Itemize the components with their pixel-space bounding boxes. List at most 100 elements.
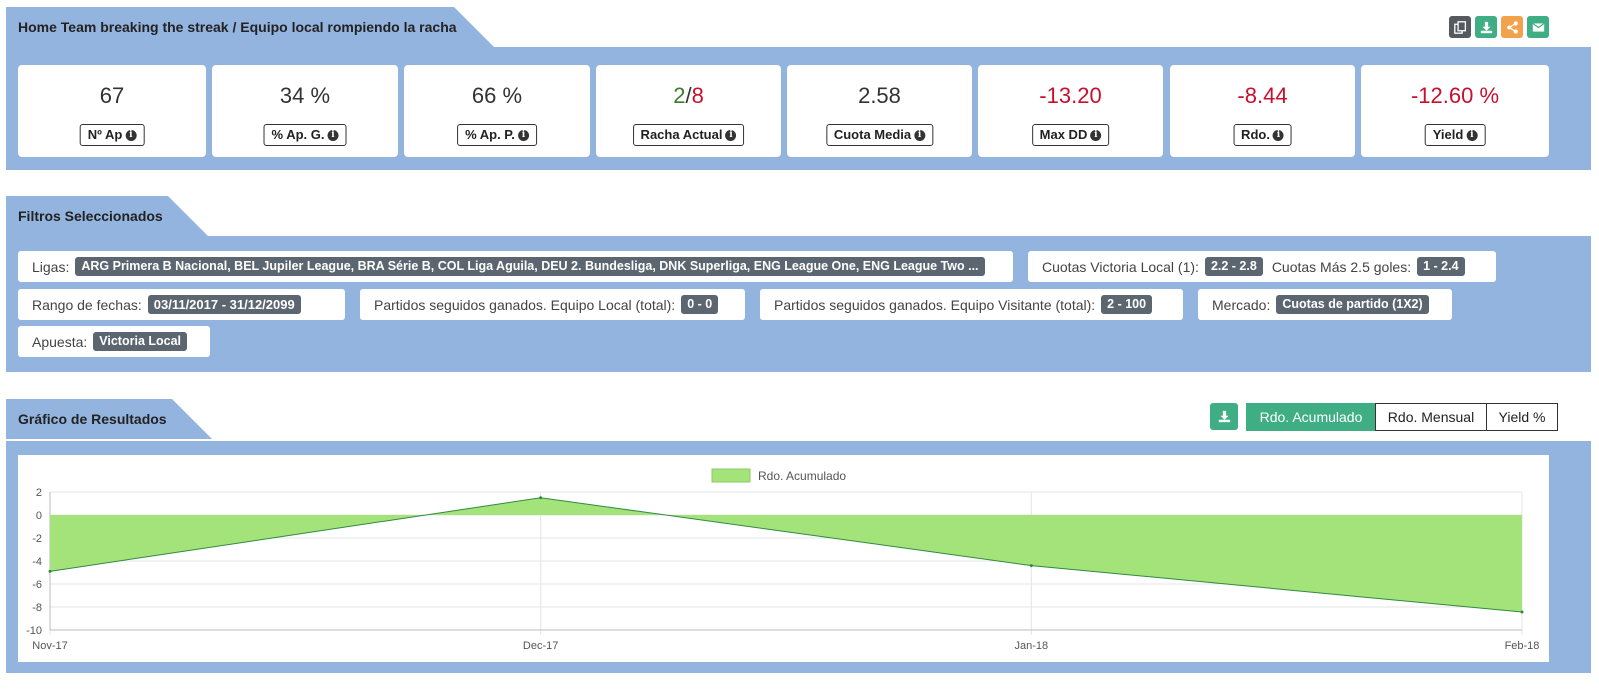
data-point	[48, 569, 52, 573]
info-icon[interactable]: i	[327, 129, 339, 141]
tab-rdo-mensual[interactable]: Rdo. Mensual	[1375, 403, 1487, 431]
filter-partidos-local: Partidos seguidos ganados. Equipo Local …	[360, 289, 745, 320]
stat-value: -13.20	[1039, 83, 1102, 108]
stat-value: 66 %	[471, 83, 523, 108]
stat-label: Rdo.	[1241, 127, 1270, 142]
stat-value: 2.58	[858, 83, 901, 108]
stat-label: Nº Ap	[87, 127, 123, 142]
stat-card: 2.58 Cuota Media i	[787, 65, 972, 157]
info-icon[interactable]: i	[1090, 129, 1102, 141]
share-icon	[1506, 20, 1518, 34]
stat-label-button[interactable]: Nº Ap i	[79, 124, 145, 146]
stat-value: -8.44	[1237, 83, 1288, 108]
stat-label: % Ap. G.	[271, 127, 325, 142]
filter-rango-fechas: Rango de fechas: 03/11/2017 - 31/12/2099	[18, 289, 345, 320]
chart-area: 2 0 -2 -4 -6 -8 -10 Nov-17 Dec-17 Jan-18 Feb-18 Rdo…	[18, 455, 1549, 662]
filter-value: 03/11/2017 - 31/12/2099	[147, 295, 301, 314]
info-icon[interactable]: i	[1466, 129, 1478, 141]
share-button[interactable]	[1501, 16, 1523, 38]
download-icon	[1480, 21, 1492, 33]
stat-value: 2/8	[596, 83, 781, 109]
stat-card: 67 Nº Ap i	[18, 65, 206, 157]
stat-label: Cuota Media	[833, 127, 912, 142]
series-area	[50, 497, 1522, 613]
y-tick-label: -2	[32, 533, 42, 545]
data-point	[1520, 610, 1524, 614]
filter-value: ARG Primera B Nacional, BEL Jupiler Leag…	[75, 257, 985, 276]
stat-label: Racha Actual	[640, 127, 723, 142]
filter-partidos-visitante: Partidos seguidos ganados. Equipo Visita…	[760, 289, 1183, 320]
chart-section-title: Gráfico de Resultados	[18, 411, 167, 427]
stat-label: % Ap. P.	[465, 127, 515, 142]
data-point	[1029, 564, 1033, 568]
info-icon[interactable]: i	[517, 129, 529, 141]
streak-wins: 2	[673, 83, 686, 108]
y-tick-label: 0	[36, 510, 42, 522]
legend-label: Rdo. Acumulado	[758, 469, 846, 483]
stat-label-button[interactable]: Rdo. i	[1233, 124, 1292, 146]
stat-label-button[interactable]: Cuota Media i	[825, 124, 934, 146]
streak-losses: 8	[691, 83, 704, 108]
tab-yield[interactable]: Yield %	[1486, 403, 1558, 431]
stat-card: 34 % % Ap. G. i	[212, 65, 398, 157]
y-tick-label: -10	[26, 625, 42, 637]
stat-card: 66 % % Ap. P. i	[404, 65, 590, 157]
stat-label-button[interactable]: Max DD i	[1031, 124, 1110, 146]
stat-label-button[interactable]: Yield i	[1424, 124, 1486, 146]
series-line	[49, 497, 1523, 613]
filter-label: Apuesta:	[32, 333, 88, 350]
filter-value: 1 - 2.4	[1417, 257, 1465, 276]
filter-label: Ligas:	[32, 258, 70, 275]
filter-label: Rango de fechas:	[32, 296, 142, 313]
copy-button[interactable]	[1449, 16, 1471, 38]
filters-title: Filtros Seleccionados	[18, 208, 163, 224]
stat-value: -12.60 %	[1410, 83, 1500, 108]
filter-value: 0 - 0	[681, 295, 719, 314]
y-tick-label: -4	[32, 556, 42, 568]
copy-icon	[1453, 20, 1466, 34]
download-icon	[1218, 410, 1230, 423]
info-icon[interactable]: i	[1272, 129, 1284, 141]
filter-label: Mercado:	[1212, 296, 1271, 313]
filter-label: Cuotas Victoria Local (1):	[1042, 258, 1199, 275]
stat-label-button[interactable]: % Ap. G. i	[263, 124, 347, 146]
info-icon[interactable]: i	[725, 129, 737, 141]
stat-card: -8.44 Rdo. i	[1170, 65, 1355, 157]
stat-card: -12.60 % Yield i	[1361, 65, 1549, 157]
stat-card: 2/8 Racha Actual i	[596, 65, 781, 157]
results-chart: 2 0 -2 -4 -6 -8 -10 Nov-17 Dec-17 Jan-18 Feb-18 Rdo…	[26, 468, 1540, 652]
filter-value: 2.2 - 2.8	[1204, 257, 1263, 276]
filter-value: Victoria Local	[93, 332, 188, 351]
stat-label: Yield	[1432, 127, 1464, 142]
x-tick-label: Jan-18	[1015, 640, 1049, 652]
x-tick-label: Dec-17	[523, 640, 558, 652]
page-title: Home Team breaking the streak / Equipo l…	[18, 19, 457, 35]
stat-card: -13.20 Max DD i	[978, 65, 1163, 157]
y-tick-label: -6	[32, 579, 42, 591]
filter-apuesta: Apuesta: Victoria Local	[18, 326, 210, 357]
streak-separator: /	[685, 83, 692, 108]
download-button[interactable]	[1475, 16, 1497, 38]
filter-label: Cuotas Más 2.5 goles:	[1271, 258, 1412, 275]
filter-ligas: Ligas: ARG Primera B Nacional, BEL Jupil…	[18, 251, 1013, 282]
filter-label: Partidos seguidos ganados. Equipo Visita…	[774, 296, 1096, 313]
data-point	[539, 496, 543, 500]
stat-label: Max DD	[1039, 127, 1088, 142]
filter-cuotas: Cuotas Victoria Local (1): 2.2 - 2.8 Cuo…	[1028, 251, 1496, 282]
stat-label-button[interactable]: Racha Actual i	[632, 124, 745, 146]
x-tick-label: Feb-18	[1505, 640, 1540, 652]
info-icon[interactable]: i	[914, 129, 926, 141]
stat-label-button[interactable]: % Ap. P. i	[457, 124, 537, 146]
tab-rdo-acumulado[interactable]: Rdo. Acumulado	[1246, 403, 1376, 431]
legend-swatch	[711, 468, 751, 483]
stat-value: 67	[99, 83, 125, 108]
filter-mercado: Mercado: Cuotas de partido (1X2)	[1198, 289, 1452, 320]
mail-button[interactable]	[1527, 16, 1549, 38]
info-icon[interactable]: i	[125, 129, 137, 141]
mail-icon	[1531, 22, 1545, 32]
filter-value: Cuotas de partido (1X2)	[1276, 295, 1429, 314]
x-tick-label: Nov-17	[32, 640, 67, 652]
stat-value: 34 %	[279, 83, 331, 108]
y-tick-label: 2	[36, 487, 42, 499]
chart-download-button[interactable]	[1210, 403, 1238, 430]
